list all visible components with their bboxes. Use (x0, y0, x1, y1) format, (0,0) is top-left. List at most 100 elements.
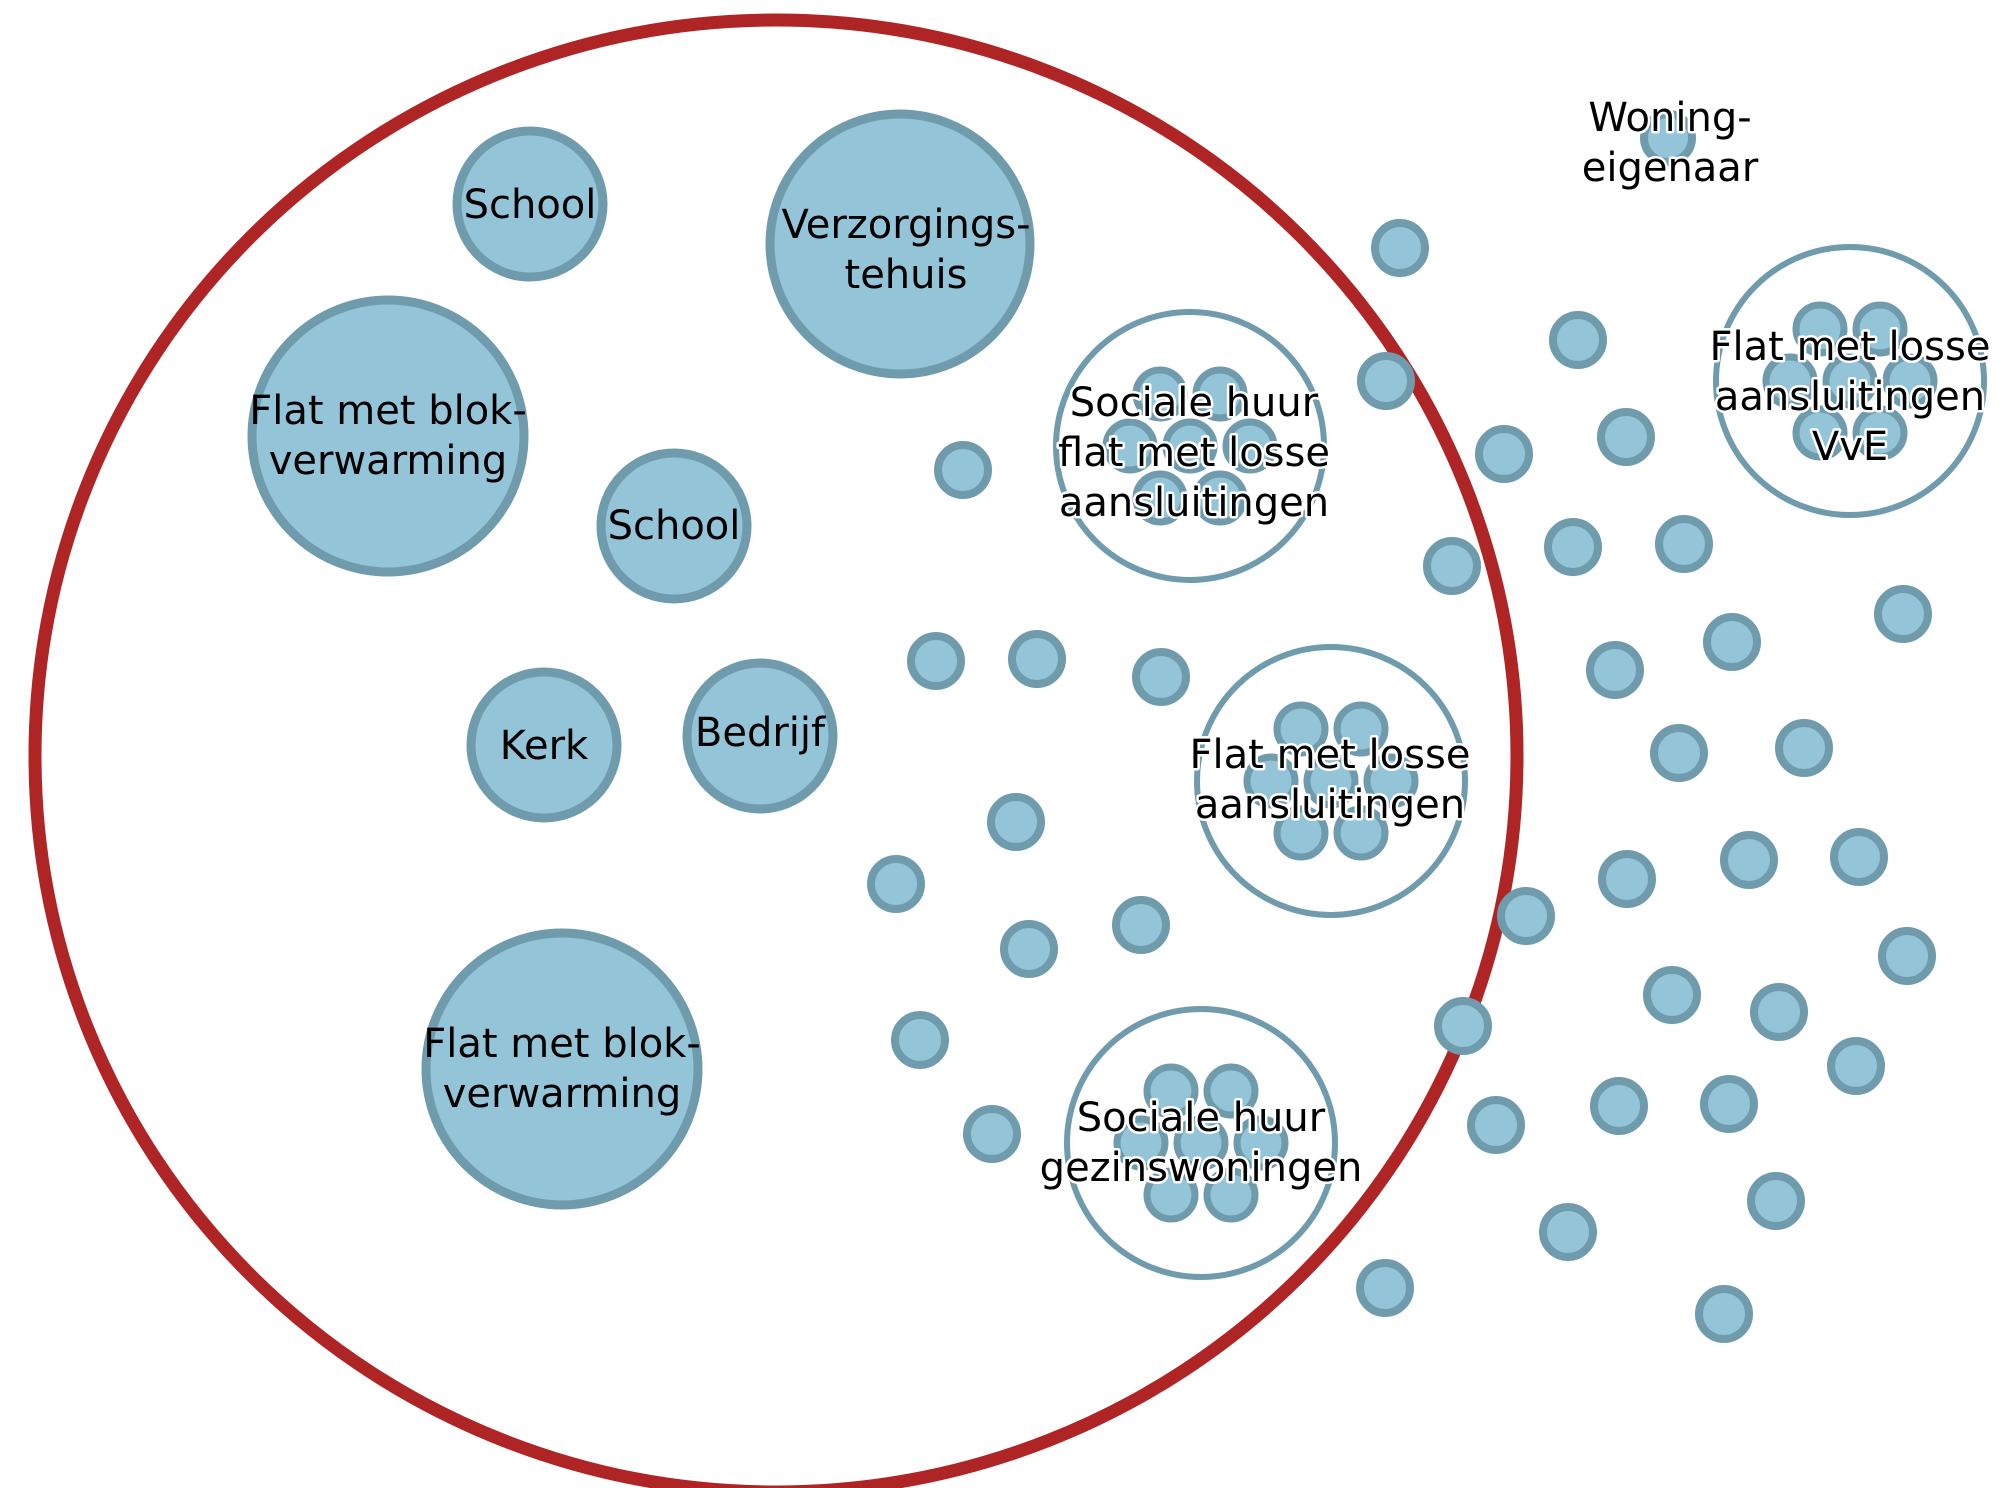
cluster-member-node (1222, 418, 1278, 474)
cluster-label: gezinswoningen (1040, 1145, 1363, 1191)
cluster-label: VvE (1812, 424, 1888, 470)
large-node-kerk: Kerk (466, 667, 622, 823)
household-node (867, 855, 925, 913)
cluster-member-node (1173, 1115, 1229, 1171)
svg-text:aansluitingen: aansluitingen (1715, 374, 1985, 420)
boundary-circle (28, 13, 1524, 1488)
svg-text:aansluitingen: aansluitingen (1059, 480, 1329, 526)
household-node (1597, 408, 1655, 466)
household-node (1423, 537, 1481, 595)
household-node (934, 441, 992, 499)
cluster-member-node (1852, 301, 1908, 357)
cluster-member-node (1792, 301, 1848, 357)
household-node (963, 1105, 1021, 1163)
svg-text:Kerk: Kerk (500, 723, 589, 769)
svg-text:flat met losse: flat met losse (1058, 430, 1330, 476)
cluster-label: aansluitingen (1715, 374, 1985, 420)
household-node (1720, 831, 1778, 889)
cluster-member-node (1333, 701, 1389, 757)
cluster-member-node (1363, 753, 1419, 809)
cluster-member-node (1192, 470, 1248, 526)
household-node (1775, 719, 1833, 777)
cluster-member-node (1203, 1063, 1259, 1119)
svg-text:Flat met losse: Flat met losse (1710, 324, 1991, 370)
node-label: Kerk (500, 723, 589, 769)
svg-text:Woning-: Woning- (1588, 95, 1751, 141)
large-node-flat-blokverwarming-2: Flat met blok- verwarming (421, 928, 703, 1210)
cluster-member-node (1132, 366, 1188, 422)
household-node (1357, 352, 1415, 410)
household-node (1475, 425, 1533, 483)
node-label: tehuis (845, 252, 968, 298)
svg-text:gezinswoningen: gezinswoningen (1040, 1145, 1363, 1191)
node-label: Bedrijf (695, 710, 826, 756)
cluster-label: aansluitingen (1059, 480, 1329, 526)
household-node (987, 793, 1045, 851)
legend-woningeigenaar: Woning- eigenaar (1579, 93, 1761, 194)
node-label: verwarming (443, 1071, 682, 1117)
household-node (1356, 1259, 1414, 1317)
node-label: School (608, 503, 741, 549)
cluster-label: Sociale huur (1077, 1095, 1326, 1141)
cluster-member-node (1102, 418, 1158, 474)
cluster-sociale-huur-gezinswoningen: Sociale huur gezinswoningen (1037, 1006, 1365, 1280)
svg-text:eigenaar: eigenaar (1582, 145, 1759, 191)
large-node-school-1: School (452, 126, 608, 282)
household-node (1703, 613, 1761, 671)
svg-text:Flat met blok-: Flat met blok- (423, 1021, 701, 1067)
cluster-member-node (1882, 353, 1938, 409)
large-node-bedrijf: Bedrijf (682, 658, 838, 814)
cluster-member-node (1762, 353, 1818, 409)
node-label: Flat met blok- (423, 1021, 701, 1067)
large-node-flat-blokverwarming-1: Flat met blok- verwarming (247, 295, 529, 577)
node-label: School (464, 182, 597, 228)
svg-text:verwarming: verwarming (269, 438, 508, 484)
cluster-member-node (1143, 1063, 1199, 1119)
svg-text:tehuis: tehuis (845, 252, 968, 298)
household-node (1132, 648, 1190, 706)
household-node (1827, 1037, 1885, 1095)
cluster-member-node (1303, 753, 1359, 809)
cluster-member-node (1243, 753, 1299, 809)
household-node (1586, 641, 1644, 699)
household-node (1830, 828, 1888, 886)
cluster-member-node (1852, 405, 1908, 461)
household-node (1874, 585, 1932, 643)
household-node (1467, 1096, 1525, 1154)
household-node (1878, 927, 1936, 985)
large-node-verzorgingstehuis: Verzorgings- tehuis (765, 109, 1035, 379)
cluster-label: flat met losse (1058, 430, 1330, 476)
household-node (1643, 966, 1701, 1024)
cluster-member-node (1192, 366, 1248, 422)
svg-text:Flat met blok-: Flat met blok- (249, 388, 527, 434)
svg-text:Sociale huur: Sociale huur (1077, 1095, 1326, 1141)
node-label: Flat met blok- (249, 388, 527, 434)
household-node (1112, 896, 1170, 954)
household-node (1549, 311, 1607, 369)
cluster-label: Sociale huur (1070, 380, 1319, 426)
svg-text:aansluitingen: aansluitingen (1195, 782, 1465, 828)
cluster-label: Flat met losse (1190, 732, 1471, 778)
cluster-member-node (1162, 418, 1218, 474)
household-node (1497, 887, 1555, 945)
cluster-member-node (1333, 805, 1389, 861)
cluster-flat-losse-aansluitingen: Flat met losse aansluitingen (1187, 644, 1473, 918)
large-node-school-2: School (596, 448, 752, 604)
node-label: verwarming (269, 438, 508, 484)
svg-text:Sociale huur: Sociale huur (1070, 380, 1319, 426)
legend-node (1640, 110, 1696, 166)
household-node (1008, 630, 1066, 688)
household-node (1700, 1075, 1758, 1133)
cluster-member-node (1113, 1115, 1169, 1171)
svg-text:School: School (608, 503, 741, 549)
household-node (1590, 1077, 1648, 1135)
household-node (1598, 850, 1656, 908)
svg-text:verwarming: verwarming (443, 1071, 682, 1117)
cluster-member-node (1233, 1115, 1289, 1171)
household-node (1750, 983, 1808, 1041)
household-node (1544, 518, 1602, 576)
household-node (1000, 920, 1058, 978)
legend-label: Woning- (1588, 95, 1751, 141)
cluster-member-node (1792, 405, 1848, 461)
